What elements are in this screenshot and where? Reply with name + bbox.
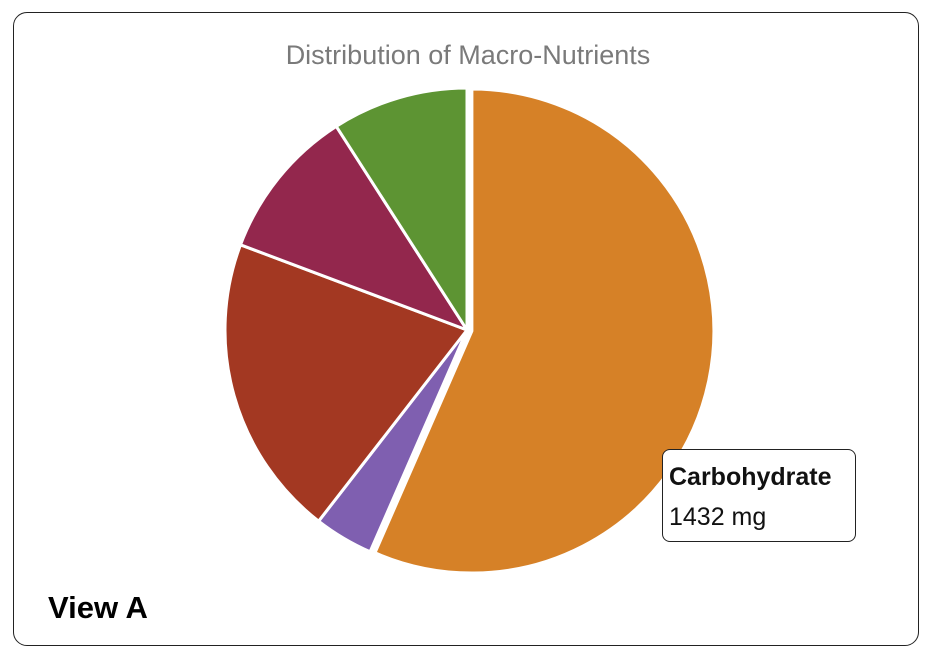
tooltip-name: Carbohydrate [669, 463, 832, 491]
tooltip-value: 1432 mg [669, 503, 767, 531]
view-label: View A [48, 590, 148, 625]
pie-slice-4[interactable] [238, 124, 469, 332]
pie-slice-3[interactable] [223, 243, 469, 523]
pie-slice-carbohydrate[interactable] [373, 87, 716, 575]
chart-title: Distribution of Macro-Nutrients [285, 40, 651, 70]
pie-slice-5[interactable] [334, 86, 469, 332]
tooltip: Carbohydrate 1432 mg [662, 449, 856, 542]
